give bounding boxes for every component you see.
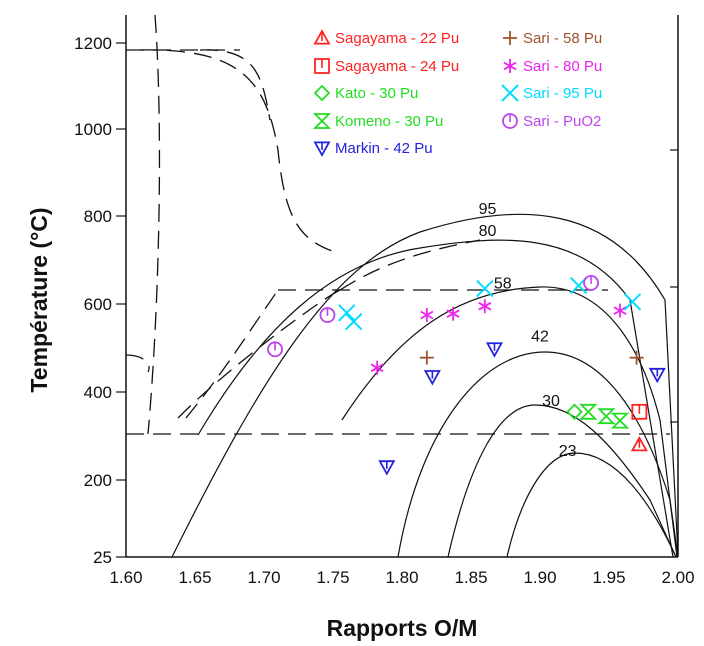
legend-label: Sari - 95 Pu [523,85,602,102]
legend-label: Sari - PuO2 [523,113,601,130]
x-tick-label: 1.65 [178,568,211,587]
series-5 [419,350,644,365]
curve-label-58: 58 [494,276,512,293]
axes-frame [125,15,679,558]
data-point-arm [613,306,627,315]
x-tick-label: 1.95 [592,568,625,587]
y-tick-label: 1000 [74,120,112,139]
boundary-curve-23 [506,452,677,558]
data-point-arm [446,309,460,318]
y-tick-label: 600 [84,295,112,314]
series-2 [566,403,583,421]
data-point-b [476,279,494,298]
data-point-b [338,304,356,322]
series-0 [630,435,648,452]
curve-label-30: 30 [542,393,560,410]
curve-labels: 95 80 58 42 30 23 [479,201,577,460]
data-point-arm [420,310,434,320]
legend-marker [312,113,332,129]
y-axis-title: Température (°C) [26,207,52,392]
dashed-boundary-lower [185,289,279,419]
x-tick-label: 1.75 [316,568,349,587]
data-point [566,403,583,421]
series-1 [631,403,648,420]
legend: Sagayama - 22 Pu Sagayama - 24 Pu Kato - 3… [312,29,602,157]
series-8 [267,274,599,358]
data-point-arm [478,301,492,311]
y-tick-label: 25 [93,548,112,567]
boundary-curve-58 [341,286,678,558]
x-tick-label: 1.70 [247,568,280,587]
legend-label: Sari - 58 Pu [523,30,602,47]
dashed-boundary-left [147,14,161,435]
data-point [610,412,630,429]
curve-label-95: 95 [479,201,497,218]
dashed-boundaries [125,14,670,435]
x-tick-label: 1.60 [109,568,142,587]
series-6 [370,299,627,375]
curve-label-23: 23 [559,443,577,460]
y-ticks: 25 200 400 600 800 1000 1200 [74,34,126,567]
legend-label: Markin - 42 Pu [335,140,433,157]
series-4 [378,342,666,476]
x-tick-label: 1.90 [523,568,556,587]
legend-label: Kato - 30 Pu [335,85,418,102]
y-tick-label: 400 [84,383,112,402]
y-tick-label: 200 [84,471,112,490]
x-axis-title: Rapports O/M [327,615,478,641]
legend-label: Sari - 80 Pu [523,58,602,75]
data-points [267,274,666,476]
data-point [579,403,598,420]
x-tick-label: 1.85 [454,568,487,587]
data-point-arm [370,363,384,373]
x-ticks: 1.60 1.65 1.70 1.75 1.80 1.85 1.90 1.95 … [109,568,694,587]
boundary-curve-95 [171,213,679,558]
curve-label-42: 42 [531,328,549,345]
phase-boundaries [171,213,679,558]
legend-label: Sagayama - 24 Pu [335,58,459,75]
data-point-b [623,293,642,311]
legend-marker-arm [503,61,517,71]
dashed-boundary-lower-2 [177,289,341,419]
x-tick-label: 1.80 [385,568,418,587]
legend-marker-b [501,84,519,102]
boundary-curve-42 [397,351,679,558]
dashed-boundary-dome-inner [199,49,271,121]
legend-label: Komeno - 30 Pu [335,113,443,130]
dashed-boundary-dome [139,49,336,253]
x-tick-label: 2.00 [661,568,694,587]
legend-marker [313,84,331,102]
dashed-boundary-left-hook [125,354,150,373]
dashed-boundary-upper [339,239,481,291]
y-tick-label: 1200 [74,34,112,53]
legend-label: Sagayama - 22 Pu [335,30,459,47]
boundary-curve-80 [197,239,674,558]
boundary-curve-30 [447,404,677,558]
y-tick-label: 800 [84,207,112,226]
data-point [597,408,616,425]
legend-marker [313,29,331,45]
data-point [630,435,648,452]
curve-label-80: 80 [479,223,497,240]
series-3 [579,403,630,429]
data-point-b [344,312,363,331]
